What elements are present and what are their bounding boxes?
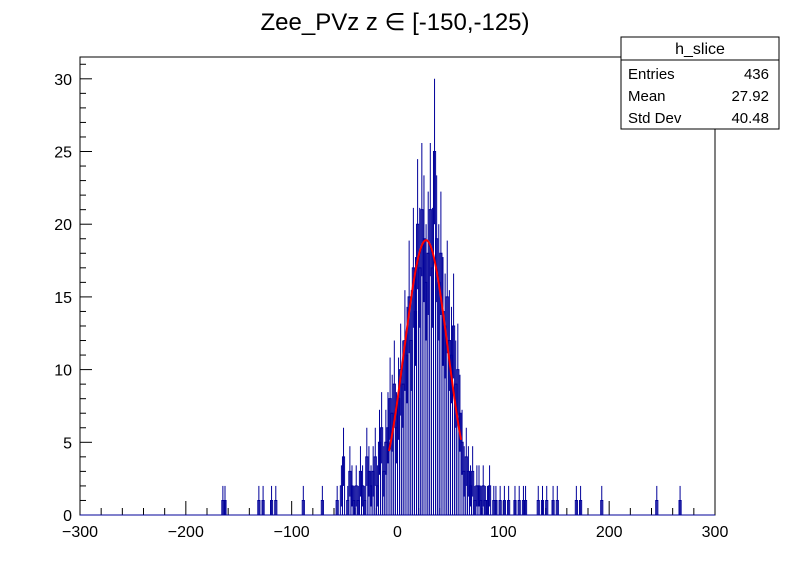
x-tick-label: 300: [702, 524, 729, 541]
x-tick-label: −100: [274, 524, 310, 541]
x-tick-label: −300: [62, 524, 98, 541]
y-tick-label: 5: [63, 435, 72, 452]
gaussian-fit-curve: [388, 239, 462, 452]
x-tick-label: 0: [393, 524, 402, 541]
stats-box: h_slice Entries 436 Mean 27.92 Std Dev 4…: [620, 36, 780, 130]
y-tick-label: 0: [63, 508, 72, 525]
x-tick-label: 100: [490, 524, 517, 541]
stats-stddev-label: Std Dev: [628, 110, 682, 127]
y-tick-label: 10: [54, 363, 72, 380]
y-tick-label: 25: [54, 145, 72, 162]
stats-entries-value: 436: [744, 66, 769, 83]
stats-mean-value: 27.92: [731, 88, 769, 105]
stats-entries-label: Entries: [628, 66, 675, 83]
x-tick-label: −200: [168, 524, 204, 541]
stats-stddev-value: 40.48: [731, 110, 769, 127]
y-tick-label: 15: [54, 290, 72, 307]
stats-mean-label: Mean: [628, 88, 666, 105]
stats-box-frame: [620, 36, 780, 130]
plot-area: −300 −200 −100 0 100 200 300 0 5 10 15 20 25 30: [54, 56, 729, 541]
y-tick-label: 30: [54, 72, 72, 89]
y-tick-label: 20: [54, 217, 72, 234]
stats-box-title: h_slice: [675, 41, 725, 58]
chart-title: Zee_PVz z ∈ [-150,-125): [260, 9, 529, 36]
x-tick-label: 200: [596, 524, 623, 541]
